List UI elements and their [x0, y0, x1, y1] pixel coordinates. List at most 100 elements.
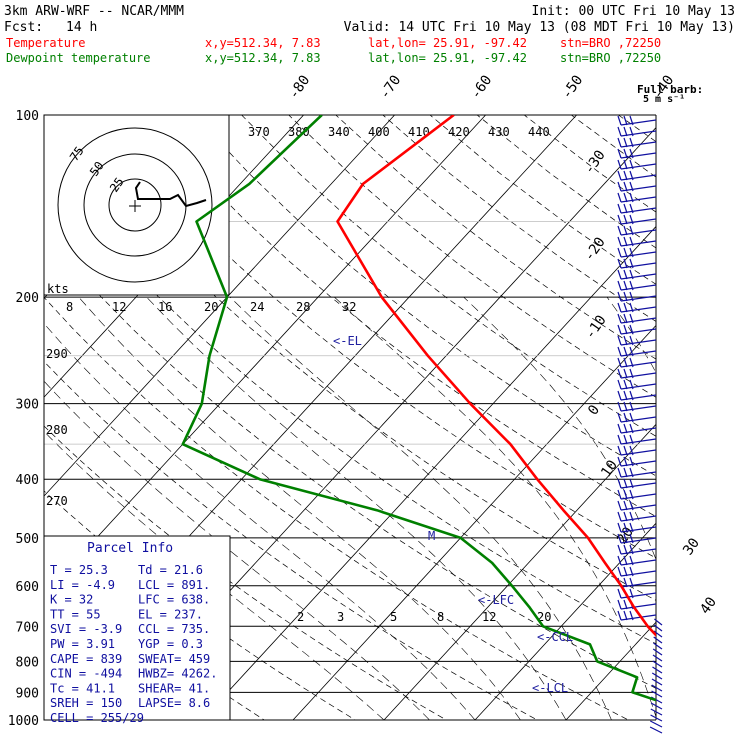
wind-barb-flag [629, 500, 634, 511]
pressure-label: 300 [16, 398, 39, 413]
hodograph-unit-label: kts [47, 282, 69, 296]
wind-barb-flag [617, 324, 622, 335]
wind-barb-flag [617, 423, 622, 434]
parcel-row-left: T = 25.3 [50, 563, 108, 577]
mixing-ratio-label: 20 [537, 610, 551, 624]
wind-barb-flag [617, 291, 622, 302]
wind-barb [649, 726, 663, 734]
hodograph-trace [134, 181, 207, 208]
mixing-ratio-label: 3 [337, 610, 344, 624]
wind-barb-flag [617, 115, 622, 126]
pressure-label: 1000 [8, 714, 39, 729]
wind-barb-flag [623, 269, 628, 280]
speed-tick-label: 20 [204, 300, 218, 314]
wind-barb-flag [623, 434, 628, 445]
isotherm-label: -60 [468, 72, 496, 102]
wind-barb-flag [629, 137, 634, 148]
wind-barb-flag [623, 412, 628, 423]
parcel-info-rows: T = 25.3 Td = 21.6 LI = -4.9 LCL = 891. K = … [50, 563, 217, 725]
dry-adiabat-line [147, 115, 656, 517]
pressure-label: 500 [16, 532, 39, 547]
parcel-row-left: SREH = 150 [50, 696, 122, 710]
wind-barb-flag [629, 291, 634, 302]
level-markers: <-EL M <-LFC <-CCL <-LCL [333, 334, 573, 695]
header-row-temperature: Temperature x,y=512.34, 7.83 lat,lon= 25… [6, 36, 661, 50]
wind-barb [652, 654, 663, 662]
parcel-row-right: LFC = 638. [138, 593, 210, 607]
dry-adiabat-line [713, 115, 740, 733]
wind-barb-flag [623, 126, 628, 137]
hodograph-ring-inner [108, 178, 162, 232]
wind-barb-flag [617, 544, 622, 555]
wind-barb-flag [623, 390, 628, 401]
isotherm-label: -30 [581, 147, 609, 177]
wind-barb [652, 648, 663, 656]
wind-barb-flag [629, 335, 634, 346]
wind-barb-flag [629, 126, 634, 137]
wind-barb-flag [623, 566, 628, 577]
wind-barb-flag [623, 500, 628, 511]
theta-label: 340 [328, 125, 350, 139]
parcel-row-left: CELL = 255/29 [50, 711, 144, 725]
wind-barb-flag [629, 159, 634, 170]
isotherm-label: -10 [582, 312, 610, 342]
wind-barb-flag [617, 313, 622, 324]
theta-label: 420 [448, 125, 470, 139]
hodograph-ring-outer [57, 127, 213, 283]
dry-adiabat-line [100, 115, 656, 559]
wind-barb-flag [623, 456, 628, 467]
wind-barb-flag [623, 313, 628, 324]
wind-barb-flag [617, 511, 622, 522]
wind-barb-flag [617, 478, 622, 489]
pressure-label: 800 [16, 655, 39, 670]
wind-barb-flag [629, 203, 634, 214]
wind-barb [653, 630, 663, 638]
lcl-marker: <-LCL [532, 681, 568, 695]
wind-barb-flag [629, 533, 634, 544]
mixing-ratio-label: 2 [297, 610, 304, 624]
isotherm-line [44, 115, 486, 596]
isotherm-label: 30 [680, 535, 703, 558]
wind-barb-flag [629, 192, 634, 203]
pressure-label: 900 [16, 686, 39, 701]
wind-barb-flag [629, 214, 634, 225]
wind-barb [653, 642, 663, 650]
latlon-readout: lat,lon= 25.91, -97.42 [368, 51, 527, 65]
dry-adiabat-label: 280 [46, 423, 68, 437]
wind-barb [650, 708, 663, 716]
wind-barb-flag [629, 445, 634, 456]
wind-barb-flag [623, 225, 628, 236]
isotherm-label: 10 [598, 457, 621, 480]
wind-barb-flag [617, 401, 622, 412]
wind-barb-flag [623, 577, 628, 588]
isotherm-line [383, 423, 656, 720]
header-row-dewpoint: Dewpoint temperature x,y=512.34, 7.83 la… [6, 51, 661, 65]
parcel-row-left: TT = 55 [50, 607, 101, 621]
dry-adiabat-line [44, 296, 630, 720]
station-readout: stn=BRO ,72250 [560, 51, 661, 65]
init-time: Init: 00 UTC Fri 10 May 13 [532, 4, 736, 19]
wind-barb-flag [617, 599, 622, 610]
wind-barb-flag [617, 335, 622, 346]
parcel-info-title: Parcel Info [87, 541, 173, 556]
moist-adiabat-line [735, 297, 740, 720]
wind-barb-flag [623, 137, 628, 148]
wind-barb-flag [629, 324, 634, 335]
hodograph: 75 50 25 kts [43, 114, 230, 296]
wind-barb-flag [623, 302, 628, 313]
wind-barb-flag [623, 610, 628, 621]
wind-barb-flag [629, 181, 634, 192]
wind-barb [652, 660, 663, 668]
parcel-row-right: SWEAT= 459 [138, 652, 210, 666]
hodograph-ring-label-75: 75 [67, 144, 87, 164]
wind-barb-flag [623, 258, 628, 269]
isotherm-label: -20 [581, 234, 609, 264]
wind-barb-flag [623, 346, 628, 357]
wind-barb-flag [623, 203, 628, 214]
wind-barb-flag [629, 434, 634, 445]
wind-barb-flag [617, 214, 622, 225]
mixing-ratio-label: 12 [482, 610, 496, 624]
wind-barb-flag [629, 280, 634, 291]
wind-barb-flag [623, 445, 628, 456]
xy-readout: x,y=512.34, 7.83 [205, 51, 321, 65]
